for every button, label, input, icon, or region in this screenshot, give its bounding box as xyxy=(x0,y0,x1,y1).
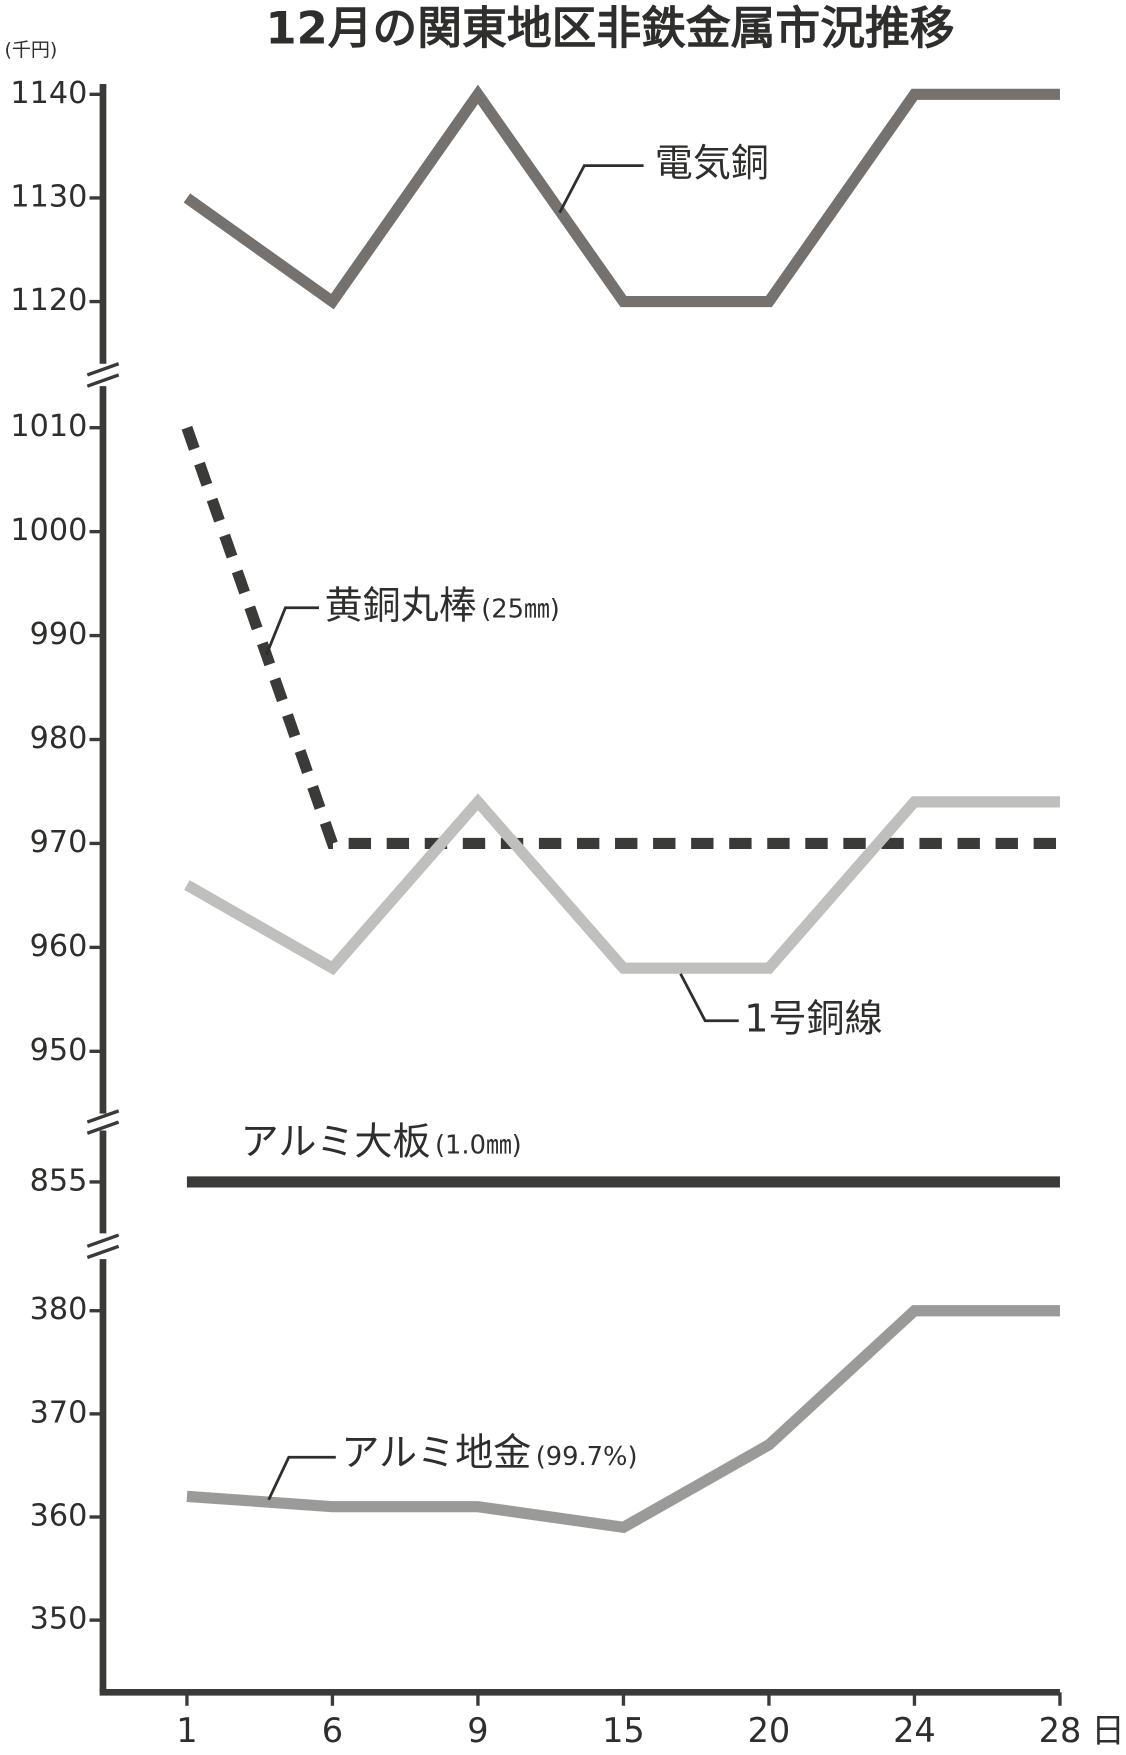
series-line xyxy=(184,793,1060,976)
x-tick-label: 20 xyxy=(748,1711,791,1750)
leader-line xyxy=(558,164,644,214)
x-tick-label: 9 xyxy=(467,1711,488,1750)
y-tick-label: 980 xyxy=(30,721,88,756)
y-tick-label: 1010 xyxy=(10,409,87,444)
y-tick-label: 1140 xyxy=(10,76,87,111)
axis-break xyxy=(86,362,120,377)
y-tick-label: 370 xyxy=(30,1395,88,1430)
y-tick-label: 855 xyxy=(30,1163,88,1198)
y-unit: (千円) xyxy=(4,39,57,61)
series-note: (1.0㎜) xyxy=(435,1131,522,1161)
y-tick-label: 990 xyxy=(30,617,88,652)
series-line xyxy=(186,1305,1060,1534)
series-label: 黄銅丸棒 xyxy=(325,583,477,627)
series-label: 1号銅線 xyxy=(744,996,882,1040)
series-label: アルミ地金 xyxy=(341,1431,531,1475)
y-tick-label: 360 xyxy=(30,1498,88,1533)
series-label: アルミ大板 xyxy=(241,1119,431,1163)
y-tick-label: 960 xyxy=(30,929,88,964)
y-tick-label: 1120 xyxy=(10,283,87,318)
y-tick-label: 970 xyxy=(30,825,88,860)
series-label: 電気銅 xyxy=(655,141,769,185)
y-tick-label: 1130 xyxy=(10,179,87,214)
series-line xyxy=(181,425,1060,850)
chart-title: 12月の関東地区非鉄金属市況推移 xyxy=(265,1,954,54)
axis-break xyxy=(86,1120,120,1135)
x-tick-label: 28 xyxy=(1039,1711,1082,1750)
x-tick-label: 6 xyxy=(322,1711,343,1750)
axis-break xyxy=(86,1109,120,1124)
y-tick-label: 1000 xyxy=(10,513,87,548)
y-tick-label: 380 xyxy=(30,1292,88,1327)
series-note: (99.7%) xyxy=(536,1442,638,1472)
axis-break xyxy=(86,1233,120,1248)
leader-line xyxy=(267,1455,336,1501)
series-line xyxy=(183,84,1060,310)
x-tick-label: 24 xyxy=(893,1711,936,1750)
x-unit: 日 xyxy=(1091,1711,1125,1750)
axis-break xyxy=(86,373,120,388)
series-note: (25㎜) xyxy=(481,594,560,624)
leader-line xyxy=(679,973,739,1023)
y-tick-label: 350 xyxy=(30,1602,88,1637)
x-tick-label: 15 xyxy=(602,1711,645,1750)
leader-line xyxy=(265,606,320,656)
y-tick-label: 950 xyxy=(30,1033,88,1068)
x-tick-label: 1 xyxy=(176,1711,197,1750)
axis-break xyxy=(86,1244,120,1260)
